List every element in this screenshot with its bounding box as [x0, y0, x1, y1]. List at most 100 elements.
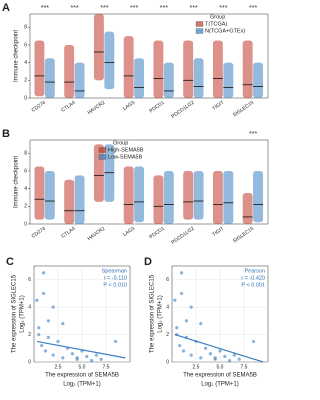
legend-label: Low-SEMA5B	[108, 154, 143, 160]
point	[199, 356, 203, 360]
point	[189, 305, 193, 309]
y-tick-label: 0	[166, 359, 169, 365]
x-tick-label: PDCD1LG2	[170, 226, 195, 246]
range-cloud	[44, 170, 55, 220]
x-tick-label: CD274	[31, 100, 47, 114]
point	[181, 349, 186, 353]
range-cloud	[183, 170, 194, 220]
x-tick-label: 2.5	[193, 364, 200, 370]
x-axis-title: The expression of SEMA5B	[183, 373, 257, 379]
point	[43, 349, 48, 353]
range-cloud	[64, 44, 75, 98]
y-tick-label: 2	[24, 78, 27, 84]
significance: ***	[219, 5, 227, 12]
range-cloud	[183, 40, 194, 98]
y-tick-label: 8	[24, 25, 27, 31]
fit-line	[36, 340, 126, 359]
point	[228, 359, 232, 363]
point	[252, 339, 256, 344]
point	[70, 352, 74, 356]
point	[46, 319, 51, 323]
y-tick-label: 0	[24, 221, 27, 227]
legend-swatch	[195, 21, 204, 27]
range-cloud	[212, 40, 223, 98]
range-cloud	[34, 166, 45, 220]
stat-label: r = -0.420	[241, 275, 265, 281]
x-tick-label: LAG3	[122, 100, 136, 112]
significance: ***	[41, 5, 49, 12]
point	[75, 356, 79, 360]
range-cloud	[253, 170, 264, 223]
y-tick-label: 2	[24, 204, 27, 210]
point	[184, 319, 188, 323]
point	[178, 343, 182, 348]
significance: ***	[249, 5, 257, 12]
x-tick-label: PDCD1	[148, 100, 166, 115]
y-tick-label: 0	[28, 359, 31, 365]
figure: A 0 2 4 6 8 Immune checkpoint CD274 *** CTLA4 *** H…	[2, 2, 269, 388]
point	[213, 356, 217, 360]
legend-label: T(TCGA)	[205, 21, 227, 27]
stat-label: Spearman	[102, 268, 127, 274]
point	[90, 359, 94, 363]
range-cloud	[253, 62, 264, 98]
stat-label: r = -0.110	[104, 275, 127, 281]
range-cloud	[134, 58, 145, 98]
range-cloud	[93, 144, 104, 202]
point	[51, 305, 55, 309]
x-tick-label: 5.0	[79, 364, 86, 370]
range-cloud	[123, 166, 134, 224]
x-tick-label: SIGLEC15	[232, 226, 255, 245]
point	[46, 335, 51, 339]
y-tick-label: 0	[24, 95, 27, 101]
y-tick-label: 4	[24, 60, 27, 66]
x-tick-label: 7.5	[103, 364, 110, 370]
x-tick-label: 7.5	[241, 364, 248, 370]
stat-label: Pearson	[245, 268, 266, 274]
x-tick-label: SIGLEC15	[232, 100, 255, 119]
range-cloud	[104, 144, 115, 202]
legend-label: High-SEMA5B	[108, 147, 144, 153]
legend-swatch	[98, 147, 107, 153]
significance: ***	[100, 5, 108, 12]
point	[189, 353, 193, 357]
point	[180, 291, 184, 296]
y-tick-label: 8	[24, 151, 27, 157]
x-tick-label: CTLA4	[60, 100, 76, 114]
point	[232, 353, 236, 357]
point	[61, 322, 65, 326]
fit-line	[174, 333, 264, 363]
legend-title: Group	[113, 140, 128, 146]
x-axis-title: The expression of SEMA5B	[45, 373, 119, 379]
point	[37, 326, 41, 330]
point	[175, 326, 179, 330]
significance: ***	[249, 131, 257, 138]
plot-frame	[29, 139, 269, 225]
y-tick-label: 2	[166, 332, 169, 338]
range-cloud	[223, 170, 234, 224]
range-cloud	[242, 40, 253, 98]
y-axis-unit: Log₂ (TPM+1)	[158, 295, 164, 333]
x-tick-label: PDCD1	[148, 226, 166, 241]
y-axis-title: The expression of SIGLEC15	[12, 274, 18, 353]
range-cloud	[153, 175, 164, 224]
range-cloud	[193, 58, 204, 98]
point	[51, 353, 55, 357]
legend-swatch	[195, 28, 204, 34]
point	[180, 271, 184, 275]
y-axis-unit: Log₂ (TPM+1)	[20, 295, 26, 333]
point	[40, 343, 44, 348]
y-axis-title: Immune checkpoint	[14, 30, 20, 82]
range-cloud	[104, 31, 115, 90]
range-cloud	[223, 62, 234, 98]
point	[114, 339, 118, 344]
y-tick-label: 4	[166, 304, 169, 310]
point	[99, 357, 103, 361]
point	[85, 354, 89, 359]
x-tick-label: 2.5	[55, 364, 62, 370]
point	[218, 349, 222, 353]
x-tick-label: TIGIT	[211, 100, 225, 112]
range-cloud	[44, 58, 55, 98]
point	[208, 352, 212, 356]
legend-label: N(TCGA+GTEx)	[205, 28, 245, 34]
